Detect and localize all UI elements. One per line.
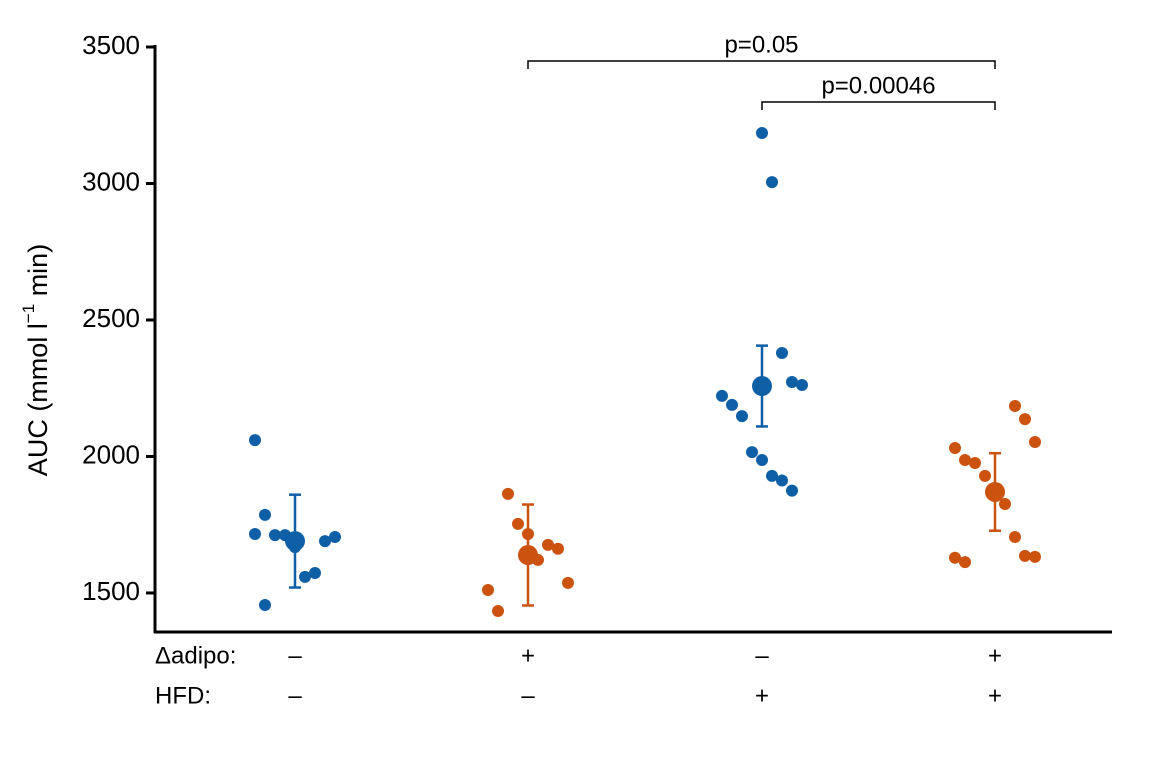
group-sign: – [288,682,302,709]
y-tick-label: 1500 [82,576,140,606]
y-label-text: AUC (mmol l [23,323,53,476]
p-value: p=0.05 [724,31,798,58]
significance-bracket [761,101,996,110]
group-sign: – [521,682,535,709]
group-sign: + [988,682,1002,709]
data-point [746,446,758,459]
data-point [502,487,514,500]
p-value: p=0.00046 [821,72,935,99]
data-point [1029,436,1041,449]
group-sign: – [288,642,302,669]
data-point [309,567,321,580]
data-point [562,576,574,589]
group-sign: + [988,642,1002,669]
data-point [959,556,971,569]
data-point [756,454,768,467]
group-sign: + [521,642,535,669]
data-point [999,497,1011,510]
data-point [786,484,798,497]
data-point [716,389,728,402]
data-point [776,347,788,360]
significance-bracket [527,60,996,69]
data-point [1009,399,1021,412]
y-tick-label: 2000 [82,439,140,469]
data-point [299,570,311,583]
data-point [492,604,504,617]
data-point [736,410,748,423]
row-label: Δadipo: [155,642,236,669]
data-point [796,378,808,391]
data-point [949,551,961,564]
data-point [979,469,991,482]
data-point [1029,550,1041,563]
data-point [542,538,554,551]
y-tick-label: 3000 [82,166,140,196]
group-sign: + [755,682,769,709]
data-point [482,583,494,596]
data-point [949,442,961,455]
group-sign: – [755,642,769,669]
mean-point [518,545,538,566]
data-point [786,375,798,388]
data-point [319,535,331,548]
data-point [552,542,564,555]
data-point [269,529,281,542]
mean-point [985,481,1005,502]
data-point [512,517,524,530]
data-point [1019,413,1031,426]
mean-point [285,531,305,552]
data-point [249,434,261,447]
data-point [766,469,778,482]
mean-point [752,376,772,397]
data-point [1019,549,1031,562]
data-point [259,598,271,611]
data-point [959,454,971,467]
data-point [1009,531,1021,544]
y-label-tail: min) [23,244,53,304]
data-point [329,531,341,544]
data-point [776,474,788,487]
data-point [249,527,261,540]
row-label: HFD: [155,682,211,709]
y-tick-label: 2500 [82,303,140,333]
y-axis-label: AUC (mmol l−1 min) [19,244,53,476]
y-label-sup: −1 [19,304,38,323]
y-tick-label: 3500 [82,30,140,60]
data-point [756,126,768,139]
data-point [766,176,778,189]
data-point [969,457,981,470]
data-point [259,508,271,521]
data-point [726,398,738,411]
